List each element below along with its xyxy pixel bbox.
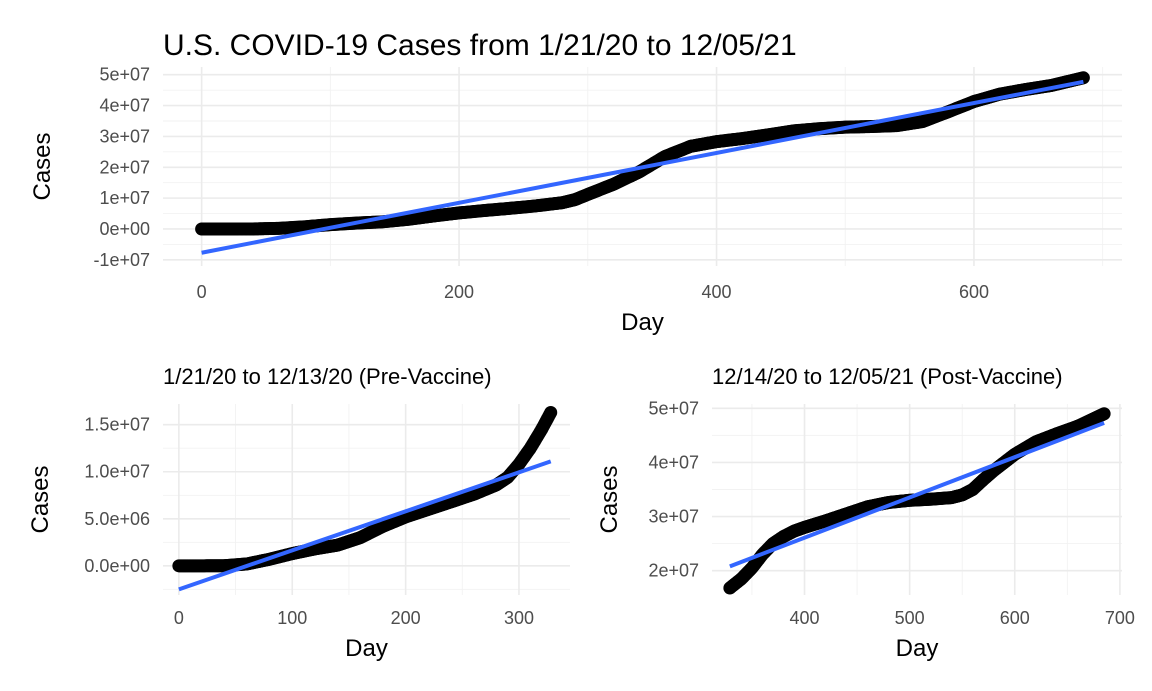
fit-line-post (729, 421, 1105, 569)
x-tick-label: 600 (959, 282, 989, 302)
y-tick-label: 0e+00 (99, 219, 150, 239)
x-axis-title-full: Day (621, 309, 664, 336)
y-axis-title-post: Cases (596, 465, 623, 533)
x-tick-label: 400 (789, 608, 819, 628)
y-tick-label: 1.0e+07 (84, 462, 150, 482)
y-tick-label: 0.0e+00 (84, 556, 150, 576)
y-tick-label: 3e+07 (99, 126, 150, 146)
chart-title-full: U.S. COVID-19 Cases from 1/21/20 to 12/0… (163, 29, 797, 62)
x-tick-label: 300 (504, 608, 534, 628)
chart-panel-post: 400 500 600 700 2e+07 3e+07 4e+07 5e+07 12/14/20… (596, 364, 1135, 662)
x-tick-label: 200 (444, 282, 474, 302)
y-tick-label: 5.0e+06 (84, 509, 150, 529)
chart-panel-pre: 0 100 200 300 0.0e+00 5.0e+06 1.0e+07 1.5e+07 1/… (27, 364, 570, 662)
x-tick-label: 0 (197, 282, 207, 302)
data-point (544, 405, 558, 419)
y-tick-label: 5e+07 (99, 65, 150, 85)
series-points-post (723, 407, 1111, 595)
data-point (1097, 407, 1111, 421)
series-points-full (195, 71, 1090, 236)
y-axis-title-full: Cases (29, 132, 56, 200)
x-tick-label: 500 (895, 608, 925, 628)
chart-panel-full: 0 200 400 600 -1e+07 0e+00 1e+07 2e+07 3e+07 4e+0… (29, 29, 1122, 336)
y-tick-label: 4e+07 (648, 452, 699, 472)
y-tick-label: 2e+07 (99, 157, 150, 177)
series-points-pre (172, 405, 558, 573)
y-tick-label: 4e+07 (99, 96, 150, 116)
y-tick-label: -1e+07 (93, 250, 150, 270)
y-tick-label: 5e+07 (648, 398, 699, 418)
chart-title-pre: 1/21/20 to 12/13/20 (Pre-Vaccine) (163, 364, 492, 389)
x-tick-label: 600 (1000, 608, 1030, 628)
y-tick-label: 2e+07 (648, 561, 699, 581)
x-tick-label: 0 (174, 608, 184, 628)
fit-line-full (201, 79, 1084, 255)
x-tick-label: 400 (701, 282, 731, 302)
x-axis-title-post: Day (896, 635, 939, 662)
fit-line-pre (178, 459, 552, 592)
chart-title-post: 12/14/20 to 12/05/21 (Post-Vaccine) (712, 364, 1063, 389)
y-tick-label: 1e+07 (99, 188, 150, 208)
y-tick-label: 3e+07 (648, 507, 699, 527)
y-axis-title-pre: Cases (27, 465, 54, 533)
x-axis-title-pre: Day (345, 635, 388, 662)
x-tick-label: 200 (391, 608, 421, 628)
y-tick-label: 1.5e+07 (84, 415, 150, 435)
x-tick-label: 100 (277, 608, 307, 628)
x-tick-label: 700 (1105, 608, 1135, 628)
